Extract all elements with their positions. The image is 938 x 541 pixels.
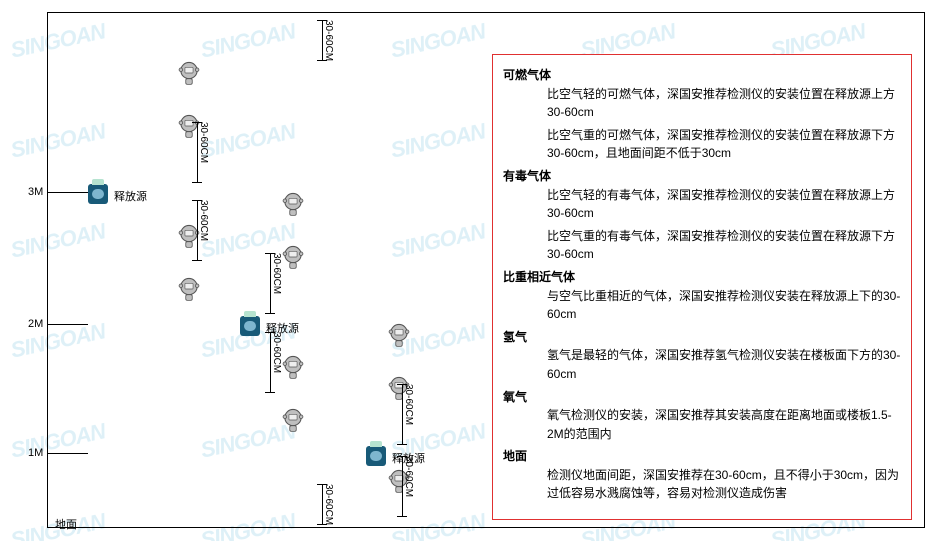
dimension-label: 30-60CM [403,384,414,425]
dimension-label: 30-60CM [323,484,334,525]
panel-section-title: 地面 [503,447,903,466]
y-axis-label: 2M [28,318,43,330]
panel-section-title: 比重相近气体 [503,268,903,287]
ground-label: 地面 [55,516,77,532]
panel-section-body: 氢气是最轻的气体，深国安推荐氢气检测仪安装在楼板面下方的30-60cm [547,346,903,383]
dimension-label: 30-60CM [198,122,209,163]
y-axis-tick: 1M [28,447,43,459]
gas-detector-icon [280,244,306,270]
gas-detector-icon [280,354,306,380]
gas-detector-icon [176,60,202,86]
y-axis-label: 1M [28,447,43,459]
y-axis-tick: 3M [28,186,43,198]
release-source-icon [88,184,108,204]
gas-detector-icon [386,322,412,348]
dimension-label: 30-60CM [198,200,209,241]
dimension-label: 30-60CM [271,332,282,373]
release-source-icon [366,446,386,466]
y-axis-label: 3M [28,186,43,198]
panel-section-body: 比空气轻的有毒气体，深国安推荐检测仪的安装位置在释放源上方30-60cm [547,186,903,223]
panel-section-title: 氢气 [503,330,527,344]
panel-section-title: 氧气 [503,390,527,404]
y-axis-tick: 2M [28,318,43,330]
dimension-label: 30-60CM [271,253,282,294]
dimension-label: 30-60CM [323,20,334,61]
panel-section-body: 比空气重的可燃气体，深国安推荐检测仪的安装位置在释放源下方30-60cm，且地面… [547,126,903,163]
dimension-label: 30-60CM [403,456,414,497]
panel-section-title: 可燃气体 [503,66,903,85]
gas-detector-icon [176,276,202,302]
panel-section-body: 比空气轻的可燃气体，深国安推荐检测仪的安装位置在释放源上方30-60cm [547,85,903,122]
release-source-icon [240,316,260,336]
panel-section-title: 有毒气体 [503,167,903,186]
info-panel: 可燃气体比空气轻的可燃气体，深国安推荐检测仪的安装位置在释放源上方30-60cm… [492,54,912,520]
panel-section-body: 氧气检测仪的安装，深国安推荐其安装高度在距离地面或楼板1.5-2M的范围内 [547,406,903,443]
gas-detector-icon [280,407,306,433]
panel-section-body: 比空气重的有毒气体，深国安推荐检测仪的安装位置在释放源下方30-60cm [547,227,903,264]
gas-detector-icon [280,191,306,217]
panel-section-body: 与空气比重相近的气体，深国安推荐检测仪安装在释放源上下的30-60cm [547,287,903,324]
release-source-label: 释放源 [114,188,147,204]
panel-section-body: 检测仪地面间距，深国安推荐在30-60cm，且不得小于30cm，因为过低容易水溅… [547,466,903,503]
